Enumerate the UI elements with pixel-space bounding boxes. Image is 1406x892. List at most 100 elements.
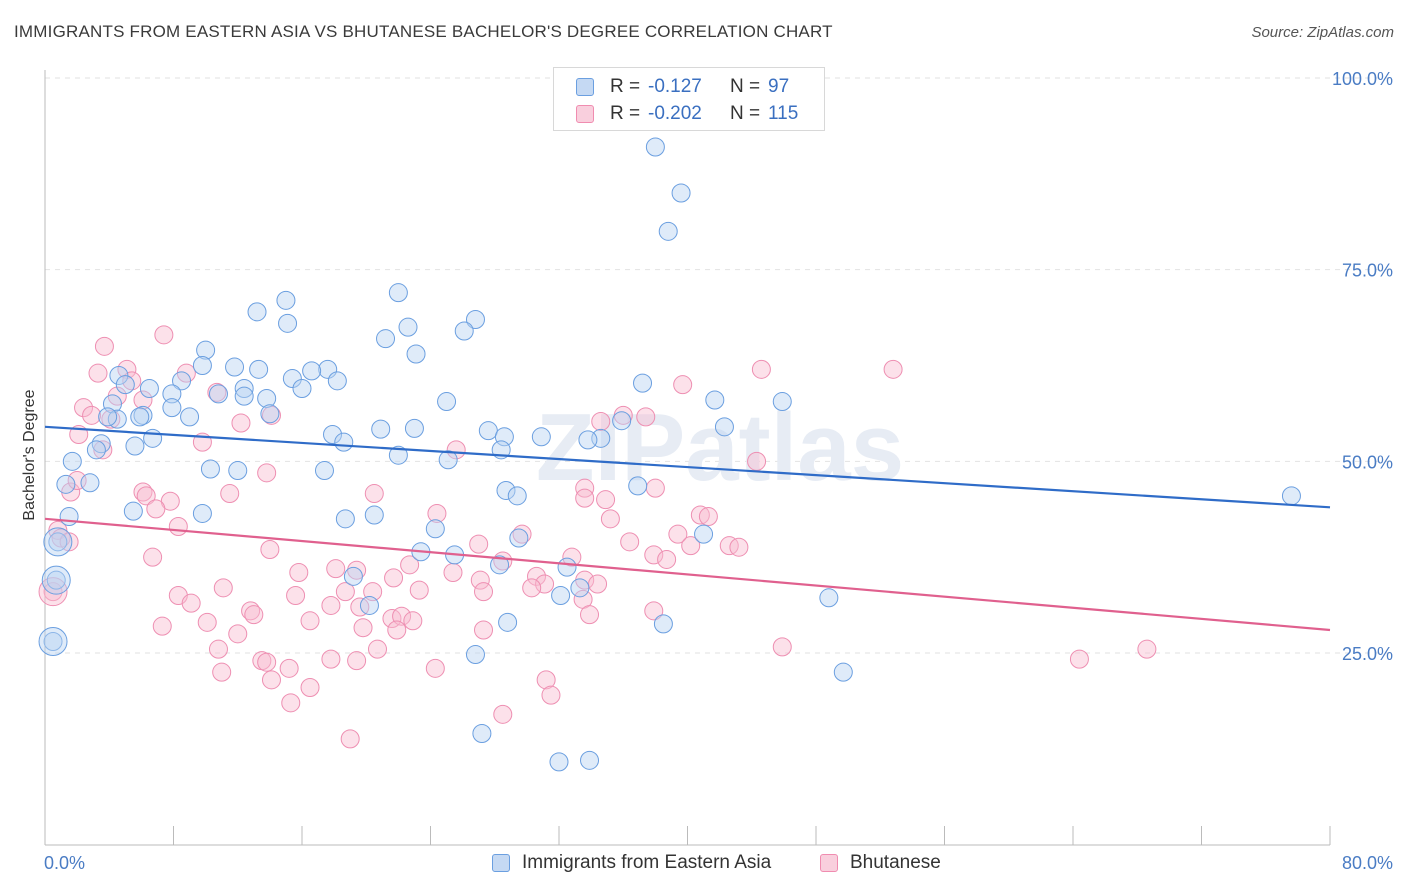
eastern-asia-point [56,474,76,494]
eastern-asia-point [123,501,143,521]
axes [44,70,1331,846]
eastern-asia-point [633,373,653,393]
bhutanese-point [133,482,153,502]
bhutanese-point [48,520,68,540]
eastern-asia-point [714,417,734,437]
legend-row-bhutanese: R = -0.202 N = 115 [576,101,798,127]
y-axis-label: Bachelor's Degree [21,389,38,520]
bhutanese-point [427,503,447,523]
bhutanese-point [367,639,387,659]
eastern-asia-point [496,480,516,500]
bhutanese-point [600,509,620,529]
eastern-asia-point [292,379,312,398]
eastern-asia-point [172,371,192,391]
eastern-asia-point [247,302,267,322]
eastern-asia-point [249,359,269,379]
source-label: Source: ZipAtlas.com [1251,24,1394,41]
eastern-asia-point [282,369,302,389]
trend-line-eastern-asia [44,425,1331,509]
bhutanese-point [244,605,264,625]
series-legend: Immigrants from Eastern Asia Bhutanese [0,852,1406,878]
eastern-asia-point [570,578,590,598]
bhutanese-point [719,536,739,556]
eastern-asia-point [86,440,106,460]
eastern-asia-point [465,310,485,329]
eastern-asia-point [327,371,347,391]
bhutanese-point [281,693,301,713]
bhutanese-point [474,582,494,602]
eastern-asia-point [364,505,384,525]
bhutanese-point [133,390,153,410]
bhutanese-point [657,549,677,569]
bhutanese-point [446,440,466,460]
bhutanese-point [409,580,429,600]
eastern-asia-point [398,317,418,337]
eastern-asia-point [472,724,492,743]
eastern-asia-point [388,283,408,303]
y-tick-label: 75.0% [1342,261,1393,281]
bhutanese-point [535,574,555,594]
legend-item-bhutanese[interactable]: Bhutanese [820,852,941,874]
trend-lines [44,425,1331,632]
eastern-asia-point [376,329,396,349]
eastern-asia-point [208,384,228,404]
bhutanese-point [257,652,277,672]
bhutanese-point [261,670,281,690]
bhutanese-point [340,729,360,749]
eastern-asia-point [551,586,571,605]
eastern-asia-point [257,388,277,408]
bhutanese-point [620,532,640,552]
eastern-asia-point [130,407,150,427]
eastern-asia-point [628,476,648,496]
bhutanese-point [228,624,248,644]
eastern-asia-point [819,588,839,608]
eastern-asia-point [196,340,216,360]
bhutanese-point [300,611,320,631]
bhutanese-point [575,488,595,508]
bhutanese-point [181,593,201,613]
bhutanese-point [212,662,232,682]
bhutanese-point [1137,639,1157,659]
eastern-asia-point [406,344,426,364]
series-eastern-asia-points [38,137,1301,772]
legend-r-label: R = [610,103,641,124]
legend-label-eastern-asia: Immigrants from Eastern Asia [522,852,772,873]
eastern-asia-point [278,313,298,333]
bhutanese-point [321,649,341,669]
eastern-asia-point [549,752,569,772]
legend-r-value: -0.202 [648,103,702,124]
eastern-asia-point [109,365,129,385]
bhutanese-point [644,601,664,621]
chart-title: IMMIGRANTS FROM EASTERN ASIA VS BHUTANES… [14,22,833,41]
legend-swatch-bhutanese [820,854,838,872]
eastern-asia-point [80,473,100,493]
eastern-asia-point [705,390,725,410]
bhutanese-point [279,658,299,678]
eastern-asia-point [454,321,474,341]
bhutanese-point [536,670,556,690]
bhutanese-point [286,586,306,605]
bhutanese-point [580,605,600,625]
bhutanese-point [751,359,771,379]
eastern-asia-point [557,557,577,577]
eastern-asia-point [388,445,408,465]
eastern-asia-point [115,375,135,395]
eastern-asia-point [46,570,66,590]
bhutanese-point [154,325,174,345]
bhutanese-point [1069,649,1089,669]
legend-item-eastern-asia[interactable]: Immigrants from Eastern Asia [492,852,771,874]
bhutanese-point [74,398,94,418]
bhutanese-point [493,704,513,724]
bhutanese-point [94,336,114,356]
legend-n-label: N = [730,76,761,97]
legend-label-bhutanese: Bhutanese [850,852,941,873]
bhutanese-point [690,505,710,525]
eastern-asia-point [343,566,363,586]
bhutanese-point [512,524,532,544]
bhutanese-point [335,582,355,602]
eastern-asia-point [404,418,424,438]
eastern-asia-point [694,524,714,544]
eastern-asia-point [490,555,510,575]
bhutanese-point [562,547,582,567]
